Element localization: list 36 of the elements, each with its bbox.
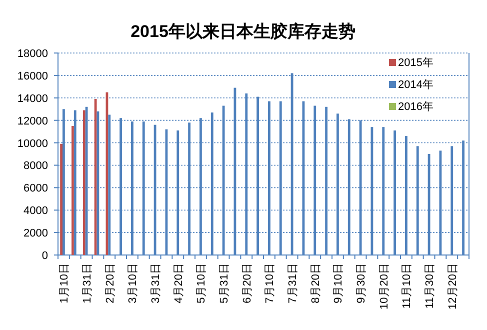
x-tick-label: 11月30日: [424, 263, 436, 309]
bar: [72, 126, 74, 255]
x-tick-label: 12月20日: [446, 263, 459, 310]
x-tick-label: 10月20日: [378, 263, 390, 310]
x-tick-label: 3月10日: [127, 263, 140, 304]
x-tick-label: 8月20日: [310, 263, 322, 304]
x-tick-label: 5月31日: [218, 263, 231, 304]
x-tick-label: 4月20日: [172, 263, 185, 304]
bar: [94, 99, 97, 255]
x-tick-label: 5月10日: [196, 263, 208, 304]
y-tick-label: 2000: [24, 228, 48, 240]
y-tick-label: 16000: [17, 70, 48, 82]
x-tick-label: 1月31日: [82, 263, 94, 304]
x-tick-label: 1月10日: [58, 263, 71, 304]
x-tick-label: 7月31日: [287, 263, 300, 304]
legend-label: 2014年: [398, 79, 434, 91]
legend-label: 2016年: [398, 101, 434, 113]
x-tick-label: 3月31日: [150, 263, 162, 304]
x-tick-label: 9月10日: [332, 263, 345, 304]
y-tick-label: 10000: [17, 138, 48, 150]
x-tick-label: 11月10日: [401, 263, 414, 309]
bar: [60, 144, 63, 255]
x-tick-label: 6月20日: [241, 263, 254, 304]
x-tick-label: 7月10日: [264, 263, 276, 304]
y-tick-label: 14000: [17, 92, 48, 105]
x-tick-label: 9月30日: [356, 263, 368, 304]
bar: [82, 110, 86, 255]
x-tick-label: 2月20日: [104, 263, 116, 304]
chart-title: 2015年以来日本生胶库存走势: [130, 22, 356, 41]
y-tick-label: 4000: [24, 205, 48, 218]
y-tick-label: 12000: [17, 115, 48, 128]
y-tick-label: 18000: [17, 48, 48, 60]
legend-label: 2015年: [398, 57, 434, 69]
y-tick-label: 8000: [24, 160, 48, 172]
y-tick-label: 6000: [24, 182, 48, 195]
y-tick-label: 0: [42, 250, 48, 262]
